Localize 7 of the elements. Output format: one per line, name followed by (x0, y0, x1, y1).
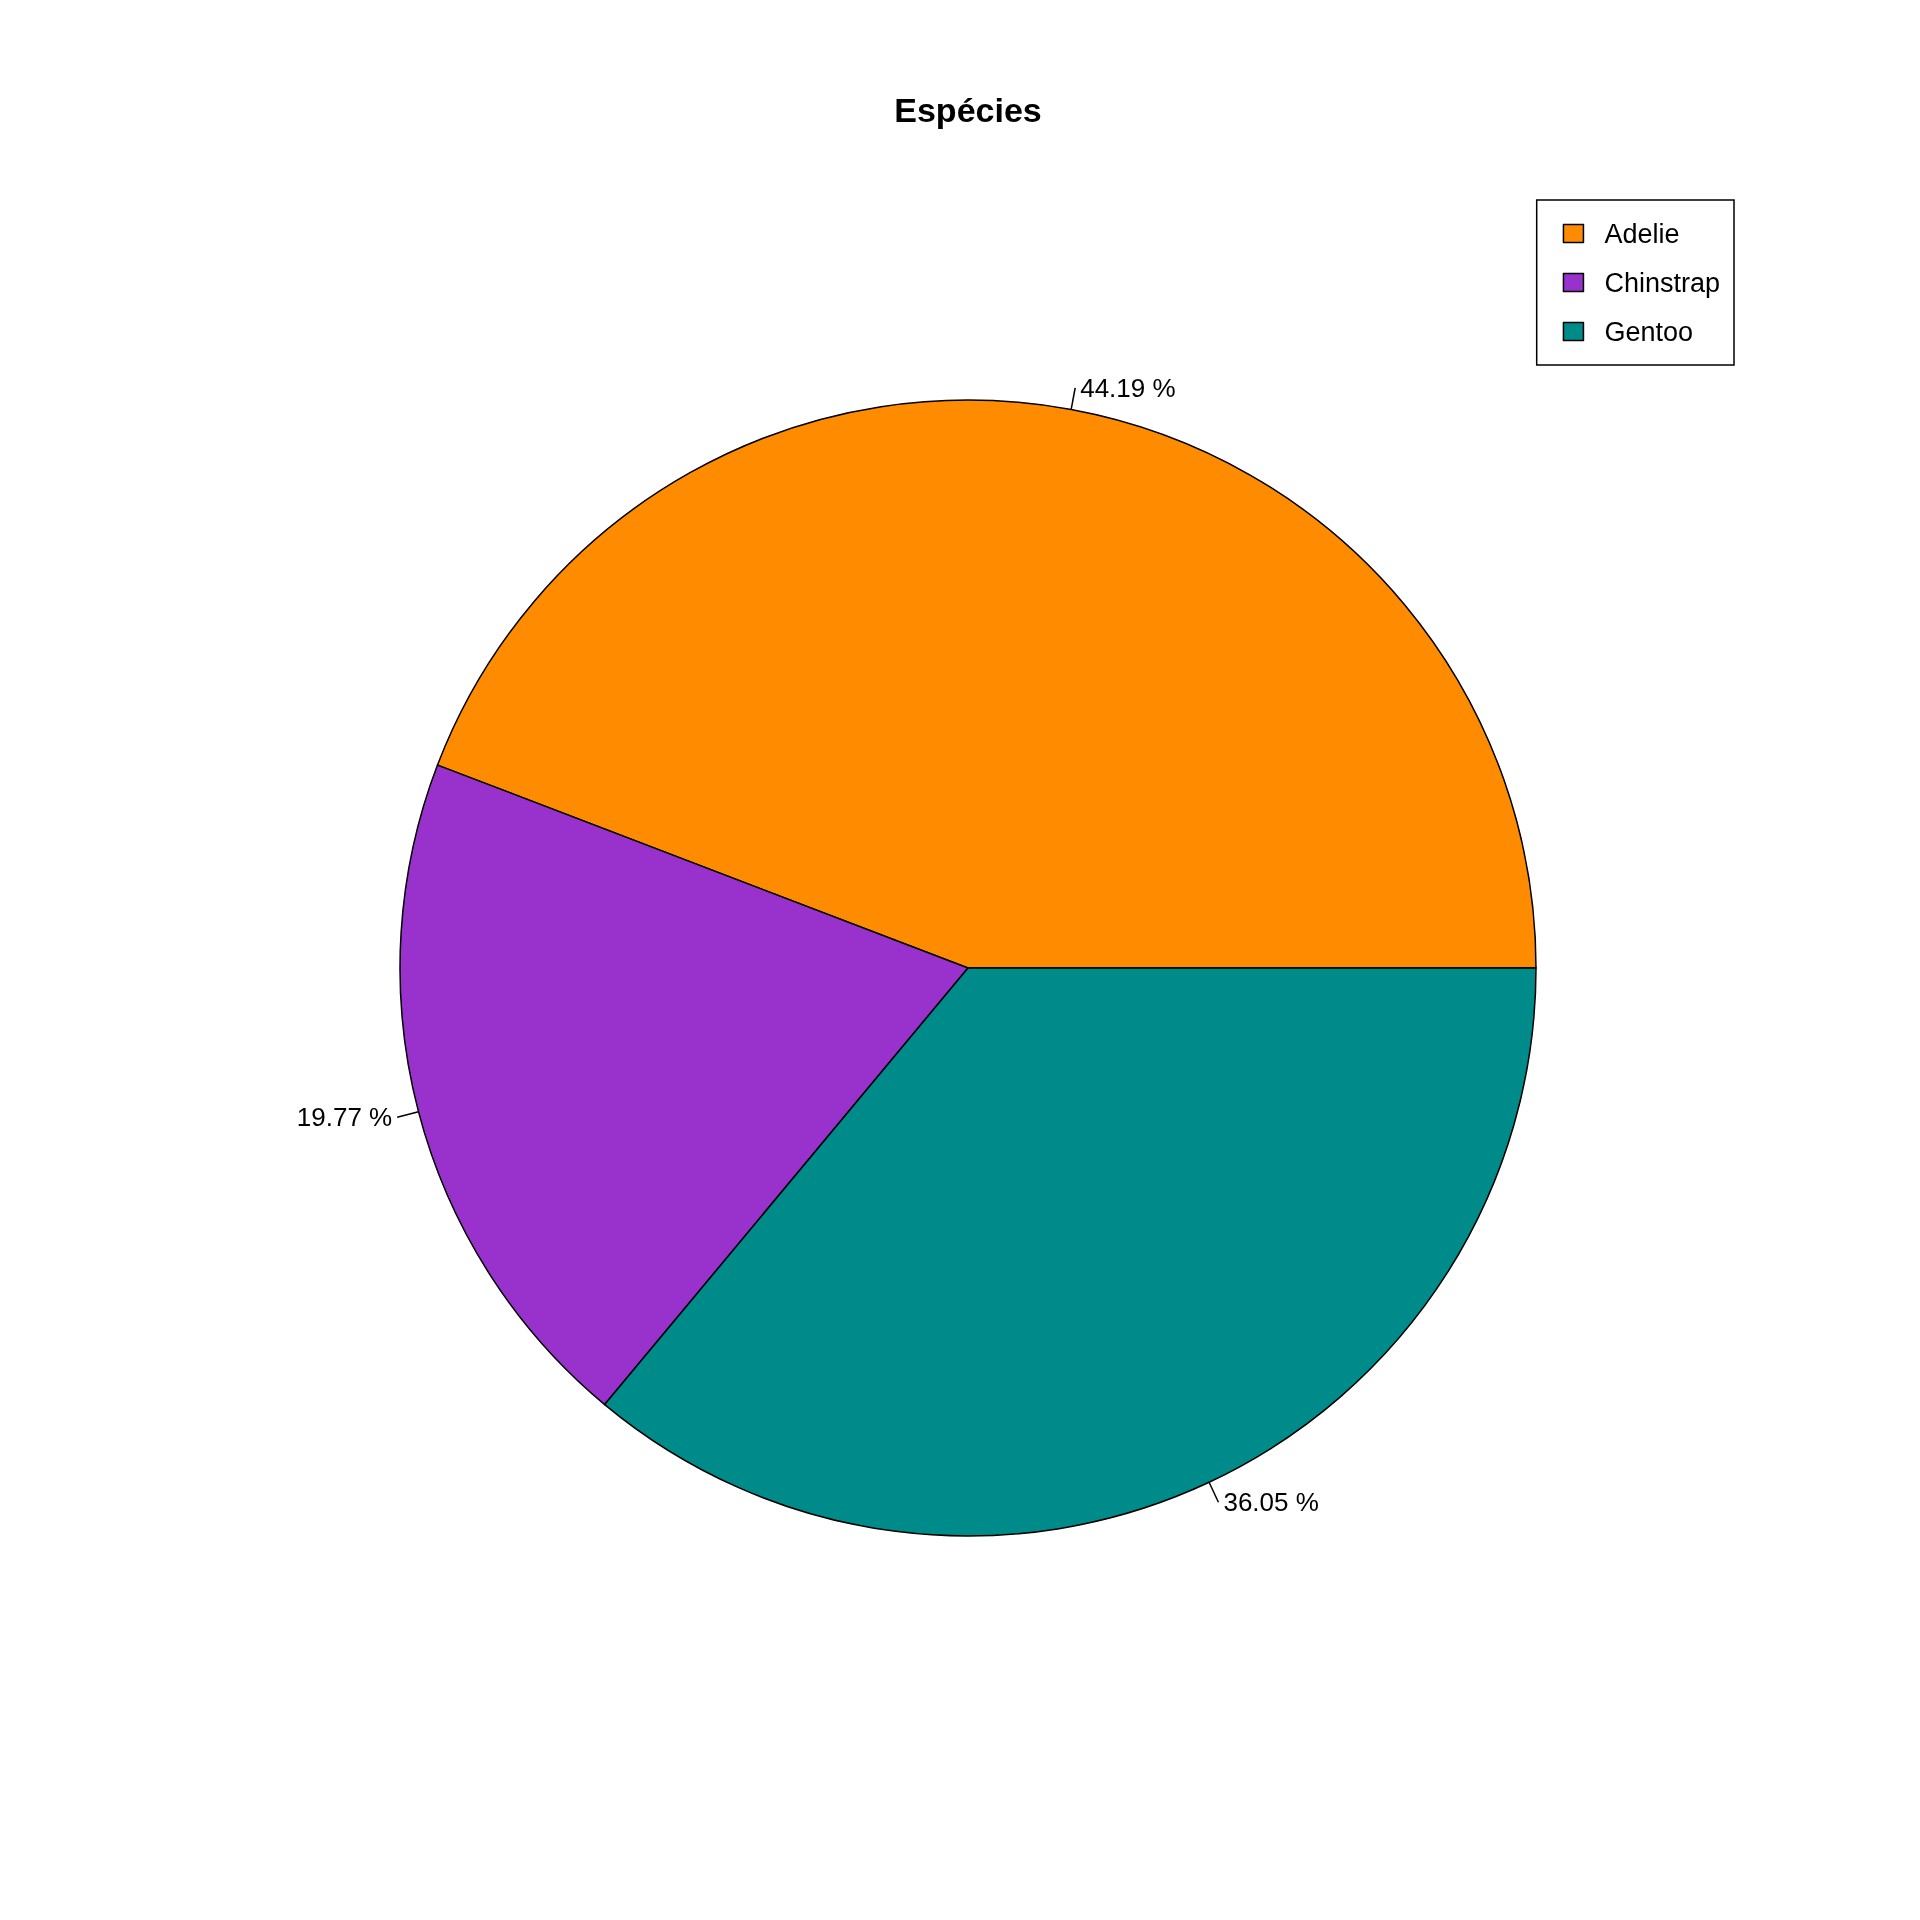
legend-label: Adelie (1604, 218, 1680, 249)
legend-label: Gentoo (1604, 316, 1694, 347)
data-label: 19.77 % (296, 1102, 393, 1133)
data-label: 44.19 % (1080, 372, 1176, 403)
data-label: 36.05 % (1223, 1487, 1319, 1518)
legend-label: Chinstrap (1604, 267, 1721, 298)
chart-title: Espécies (894, 91, 1042, 129)
